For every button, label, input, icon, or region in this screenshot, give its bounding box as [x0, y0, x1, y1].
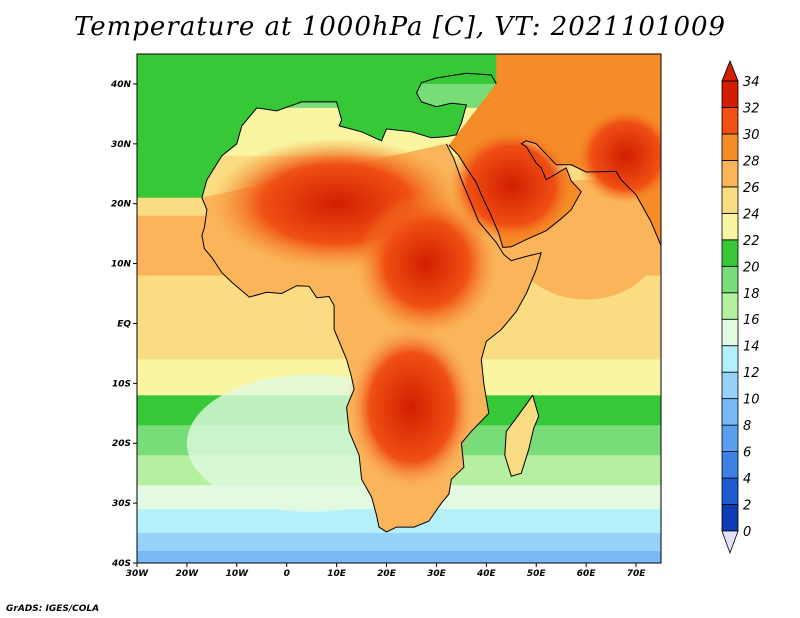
lat-tick-label: 10N — [111, 260, 132, 270]
colorbar-label: 12 — [743, 366, 760, 381]
colorbar-box — [721, 265, 739, 294]
colorbar-label: 2 — [743, 499, 751, 514]
lon-tick-label: 30W — [126, 569, 150, 579]
colorbar-label: 28 — [743, 154, 760, 169]
lat-tick-label: EQ — [117, 319, 131, 329]
lat-tick-label: 30S — [112, 499, 131, 509]
colorbar-label: 32 — [743, 101, 760, 116]
map-frame — [136, 53, 662, 564]
southern-africa-heat — [346, 323, 477, 492]
coastline-madagascar — [504, 395, 540, 477]
lat-tick-label: 30N — [111, 140, 132, 150]
colorbar-label: 8 — [743, 419, 751, 434]
lon-tick-label: 20E — [377, 569, 397, 579]
lon-tick-label: 10E — [327, 569, 347, 579]
colorbar-box — [721, 239, 739, 267]
lon-tick-label: 60E — [577, 569, 597, 579]
ocean-band — [137, 533, 661, 553]
lat-tick-label: 20S — [112, 439, 131, 449]
india-heat — [576, 107, 661, 204]
colorbar-label: 10 — [743, 393, 760, 408]
colorbar-label: 16 — [743, 313, 760, 328]
colorbar-label: 20 — [743, 260, 760, 275]
lat-tick-label: 10S — [112, 379, 131, 389]
colorbar-box — [721, 345, 739, 373]
coastline-arabia — [448, 140, 661, 248]
colorbar-box — [721, 133, 739, 161]
colorbar-box — [721, 186, 739, 214]
madagascar-land — [504, 395, 539, 477]
colorbar-under-triangle — [721, 530, 739, 555]
colorbar-box — [721, 477, 739, 505]
colorbar-box — [721, 107, 739, 135]
colorbar-box — [721, 160, 739, 188]
axis-ticks: 30W 20W 10W 0 10E 20E 30E 40E 50E 60E 70E 40N 30N 20N… — [110, 80, 646, 579]
colorbar-box — [721, 371, 739, 400]
lon-tick-label: 70E — [627, 569, 647, 579]
lon-tick-label: 10W — [226, 569, 250, 579]
colorbar-box — [721, 451, 739, 479]
colorbar-box — [721, 318, 739, 347]
map-title: Temperature at 1000hPa [C], VT: 20211010… — [73, 12, 727, 42]
colorbar-label: 22 — [743, 234, 760, 249]
colorbar-box — [721, 80, 739, 108]
colorbar-over-triangle — [721, 59, 739, 82]
colorbar-box — [721, 424, 739, 452]
coastline-coastline2 — [201, 143, 542, 533]
coastline-coastline — [201, 72, 497, 198]
arabia-heat — [448, 128, 574, 243]
colorbar-label: 4 — [743, 472, 751, 487]
colorbar-label: 18 — [743, 287, 760, 302]
sudan-heat — [356, 191, 497, 336]
coastlines — [201, 72, 661, 533]
temperature-field — [137, 54, 661, 563]
colorbar-box — [721, 212, 739, 241]
colorbar-label: 26 — [743, 181, 760, 196]
colorbar-label: 34 — [743, 75, 760, 90]
colorbar-box — [721, 504, 739, 532]
credit-text: GrADS: IGES/COLA — [6, 604, 100, 614]
colorbar-box — [721, 398, 739, 426]
lat-tick-label: 40S — [111, 559, 131, 569]
colorbar-label: 24 — [743, 207, 760, 222]
ocean-band — [137, 551, 661, 563]
lat-tick-label: 40N — [110, 80, 132, 90]
colorbar-label: 0 — [743, 525, 751, 540]
lon-tick-label: 20W — [176, 569, 200, 579]
lat-tick-label: 20N — [111, 200, 132, 210]
colorbar-label: 6 — [743, 446, 751, 461]
colorbar-box — [721, 292, 739, 320]
lon-tick-label: 40E — [476, 569, 497, 579]
lon-tick-label: 50E — [527, 569, 547, 579]
colorbar-label: 14 — [743, 340, 760, 355]
colorbar-label: 30 — [743, 128, 760, 143]
lon-tick-label: 30E — [427, 569, 447, 579]
lon-tick-label: 0 — [284, 569, 290, 579]
